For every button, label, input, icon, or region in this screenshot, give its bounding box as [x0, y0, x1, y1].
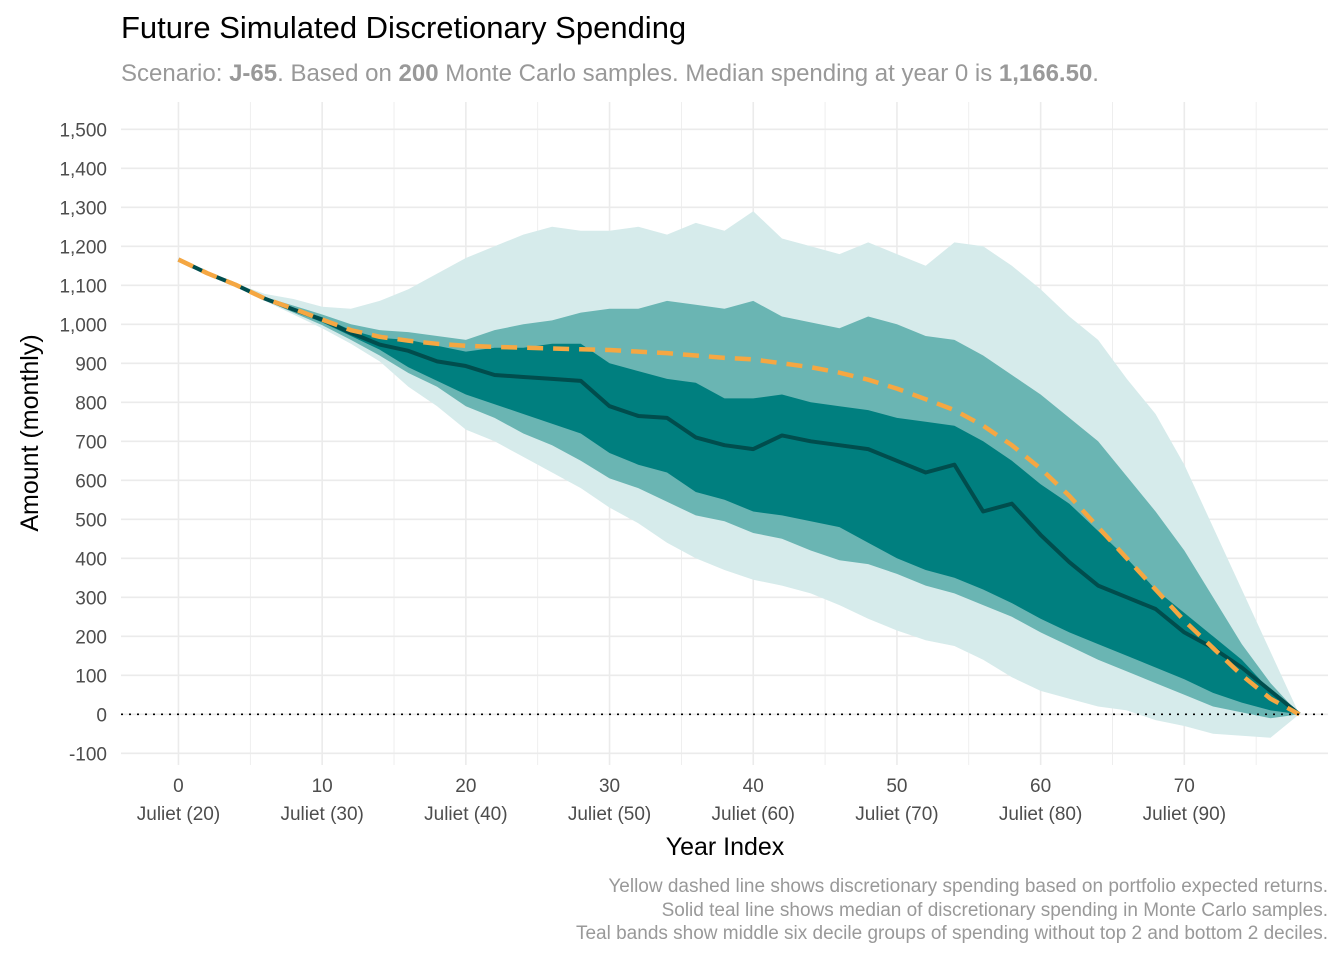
y-axis-label: Amount (monthly) — [16, 334, 44, 531]
y-tick-label: 1,000 — [59, 315, 107, 336]
chart-subtitle: Scenario: J-65. Based on 200 Monte Carlo… — [121, 60, 1099, 88]
y-tick-label: 200 — [75, 627, 107, 648]
y-tick-label: 500 — [75, 510, 107, 531]
caption-line: Teal bands show middle six decile groups… — [575, 923, 1328, 944]
series-lines — [177, 257, 1301, 717]
subtitle-text: . Based on — [277, 60, 399, 87]
subtitle-highlight: 200 — [398, 60, 439, 87]
y-tick-label: 1,500 — [59, 120, 107, 141]
decile-band — [178, 259, 1300, 715]
chart-caption: Yellow dashed line shows discretionary s… — [576, 875, 1328, 946]
decile-bands — [178, 211, 1300, 738]
subtitle-text: Monte Carlo samples. Median spending at … — [438, 60, 999, 87]
y-tick-label: 400 — [75, 549, 107, 570]
expected-returns-line — [177, 257, 1301, 717]
x-tick-sublabel: Juliet (80) — [999, 804, 1082, 825]
x-axis-ticks: 0 Juliet (20) 10 Juliet (30) 20 Juliet (40) 30… — [137, 776, 1226, 825]
y-tick-label: 600 — [75, 471, 107, 492]
x-tick-label: 50 — [886, 776, 907, 797]
y-tick-label: 1,300 — [59, 198, 107, 219]
y-tick-label: -100 — [69, 744, 107, 765]
x-tick-label: 60 — [1030, 776, 1051, 797]
x-tick-label: 10 — [312, 776, 333, 797]
subtitle-highlight: J-65 — [229, 60, 278, 87]
x-tick-sublabel: Juliet (20) — [137, 804, 220, 825]
y-tick-label: 800 — [75, 393, 107, 414]
median-line — [177, 257, 1301, 716]
y-tick-label: 0 — [96, 705, 107, 726]
y-tick-label: 1,200 — [59, 237, 107, 258]
x-tick-label: 40 — [743, 776, 764, 797]
y-tick-label: 100 — [75, 666, 107, 687]
x-tick-sublabel: Juliet (40) — [424, 804, 507, 825]
caption-line: Yellow dashed line shows discretionary s… — [608, 876, 1328, 897]
y-axis-ticks: 1,500 1,400 1,300 1,200 1,100 1,000 900 800 700 6… — [59, 120, 107, 765]
x-tick-label: 70 — [1174, 776, 1195, 797]
chart-title: Future Simulated Discretionary Spending — [121, 10, 687, 45]
subtitle-text: Scenario: — [121, 60, 230, 87]
x-tick-sublabel: Juliet (60) — [712, 804, 795, 825]
x-axis-label: Year Index — [666, 833, 785, 861]
x-tick-sublabel: Juliet (90) — [1143, 804, 1226, 825]
x-tick-sublabel: Juliet (30) — [280, 804, 363, 825]
y-tick-label: 1,400 — [59, 159, 107, 180]
y-tick-label: 300 — [75, 588, 107, 609]
x-tick-sublabel: Juliet (50) — [568, 804, 651, 825]
subtitle-text: . — [1092, 60, 1099, 87]
x-tick-label: 0 — [173, 776, 184, 797]
x-tick-label: 30 — [599, 776, 620, 797]
caption-line: Solid teal line shows median of discreti… — [661, 899, 1328, 921]
y-tick-label: 900 — [75, 354, 107, 375]
subtitle-highlight: 1,166.50 — [998, 60, 1093, 87]
y-tick-label: 1,100 — [59, 276, 107, 297]
x-tick-label: 20 — [455, 776, 476, 797]
x-tick-sublabel: Juliet (70) — [855, 804, 938, 825]
y-tick-label: 700 — [75, 432, 107, 453]
